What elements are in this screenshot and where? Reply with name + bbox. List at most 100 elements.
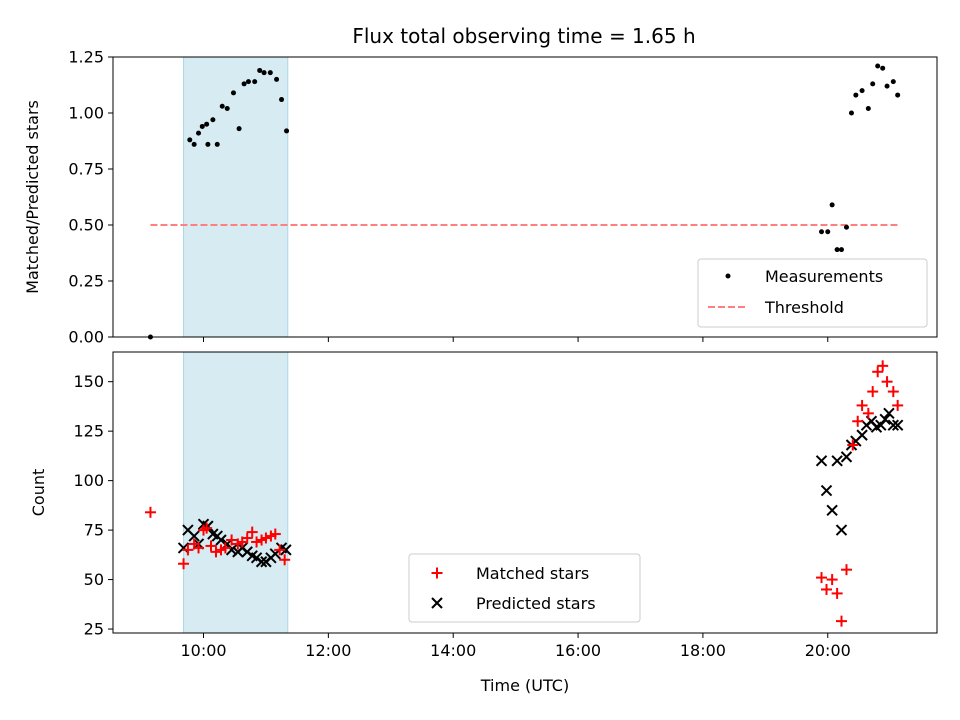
predicted-star-point bbox=[177, 542, 190, 554]
measurement-point bbox=[261, 70, 267, 76]
measurement-point bbox=[191, 141, 197, 147]
ratio-axes: 0.00 0.25 0.50 0.75 1.00 1.25 bbox=[68, 48, 829, 347]
measurement-point bbox=[205, 141, 211, 147]
measurement-point bbox=[199, 123, 205, 129]
observing-window-band bbox=[183, 56, 289, 338]
observing-window-band bbox=[183, 351, 289, 634]
matched-star-point bbox=[144, 506, 156, 518]
measurement-point bbox=[819, 229, 825, 235]
ratio-plot-marks bbox=[147, 63, 901, 340]
measurement-point bbox=[865, 106, 871, 112]
legend-marker-measurements bbox=[725, 273, 731, 279]
panel-ratio: 0.00 0.25 0.50 0.75 1.00 1.25 Matched/Predict… bbox=[23, 48, 938, 347]
observing-window-rect bbox=[183, 56, 289, 338]
matched-star-point bbox=[892, 399, 904, 411]
predicted-star-point bbox=[255, 556, 268, 568]
measurement-point bbox=[848, 110, 854, 116]
predicted-star-point bbox=[826, 504, 838, 517]
measurement-point bbox=[187, 137, 193, 143]
measurement-point bbox=[219, 103, 225, 109]
measurement-point bbox=[230, 90, 236, 96]
legend-plus-glyph bbox=[431, 567, 443, 579]
matched-star-point bbox=[279, 554, 291, 566]
measurement-point bbox=[843, 224, 849, 230]
predicted-star-point bbox=[875, 419, 887, 431]
measurement-point bbox=[853, 92, 859, 98]
matched-star-point bbox=[205, 540, 217, 552]
matched-star-point bbox=[856, 399, 868, 411]
matched-star-point bbox=[840, 564, 852, 576]
x-tick-label: 16:00 bbox=[555, 641, 601, 660]
matched-star-point bbox=[852, 415, 864, 427]
ratio-legend-box bbox=[697, 258, 928, 328]
count-axes-frame bbox=[112, 351, 938, 634]
measurement-point bbox=[880, 65, 886, 71]
measurement-point bbox=[825, 229, 831, 235]
predicted-star-point bbox=[815, 455, 828, 467]
x-tick-label: 20:00 bbox=[805, 641, 851, 660]
matched-star-point bbox=[201, 522, 213, 534]
matched-star-point bbox=[182, 544, 194, 556]
predicted-star-point bbox=[840, 451, 853, 463]
measurement-point bbox=[884, 83, 890, 89]
measurement-point bbox=[870, 81, 876, 87]
measurement-point bbox=[834, 247, 840, 253]
y-tick-label: 0.50 bbox=[68, 216, 104, 235]
legend-label-threshold: Threshold bbox=[764, 298, 844, 317]
matched-star-point bbox=[219, 542, 231, 554]
matched-star-point bbox=[251, 536, 263, 548]
predicted-star-point bbox=[887, 419, 900, 431]
predicted-star-point bbox=[215, 534, 227, 546]
predicted-star-point bbox=[831, 455, 843, 467]
count-legend-box bbox=[408, 553, 641, 623]
measurement-point bbox=[895, 92, 901, 98]
matched-star-point bbox=[210, 546, 222, 558]
y-tick-label: 150 bbox=[73, 372, 104, 391]
matched-star-point bbox=[816, 572, 828, 584]
measurement-point bbox=[890, 79, 896, 85]
ratio-legend: Measurements Threshold bbox=[697, 258, 928, 328]
measurement-point bbox=[859, 88, 865, 94]
matched-star-point bbox=[831, 587, 843, 599]
y-tick-label: 25 bbox=[84, 620, 104, 639]
y-tick-label: 0.25 bbox=[68, 272, 104, 291]
y-tick-label: 50 bbox=[84, 570, 104, 589]
y-tick-label: 1.25 bbox=[68, 48, 104, 67]
x-axis-label: Time (UTC) bbox=[480, 676, 569, 695]
legend-marker-predicted bbox=[431, 597, 443, 609]
count-plot-marks bbox=[144, 360, 904, 627]
measurement-point bbox=[210, 117, 216, 123]
predicted-star-point bbox=[891, 419, 904, 431]
predicted-star-point bbox=[820, 484, 833, 497]
measurement-point bbox=[279, 97, 285, 103]
chart-title: Flux total observing time = 1.65 h bbox=[352, 24, 695, 48]
measurement-point bbox=[257, 67, 263, 73]
matched-star-point bbox=[881, 376, 893, 388]
matched-star-point bbox=[877, 360, 889, 372]
measurement-point bbox=[875, 63, 881, 69]
count-legend: Matched stars Predicted stars bbox=[408, 553, 641, 623]
y-tick-label: 125 bbox=[73, 422, 104, 441]
predicted-star-point bbox=[879, 413, 891, 425]
matched-star-point bbox=[847, 439, 859, 451]
legend-cross-glyph bbox=[431, 597, 443, 609]
measurement-point bbox=[224, 106, 230, 112]
matched-star-point bbox=[246, 526, 258, 538]
matched-star-point bbox=[193, 542, 205, 554]
measurement-point bbox=[204, 121, 210, 127]
measurement-point bbox=[214, 141, 220, 147]
predicted-star-point bbox=[856, 429, 868, 441]
x-tick-label: 12:00 bbox=[305, 641, 351, 660]
matched-star-point bbox=[260, 532, 272, 544]
predicted-star-point bbox=[280, 544, 292, 556]
measurement-point bbox=[284, 128, 290, 134]
measurement-point bbox=[245, 79, 251, 85]
matched-star-point bbox=[178, 558, 190, 570]
matched-star-point bbox=[821, 583, 833, 595]
legend-label-predicted: Predicted stars bbox=[476, 594, 596, 613]
measurement-point bbox=[267, 70, 273, 76]
matched-star-point bbox=[241, 532, 253, 544]
matched-star-point bbox=[862, 407, 874, 419]
y-tick-label: 0.75 bbox=[68, 160, 104, 179]
